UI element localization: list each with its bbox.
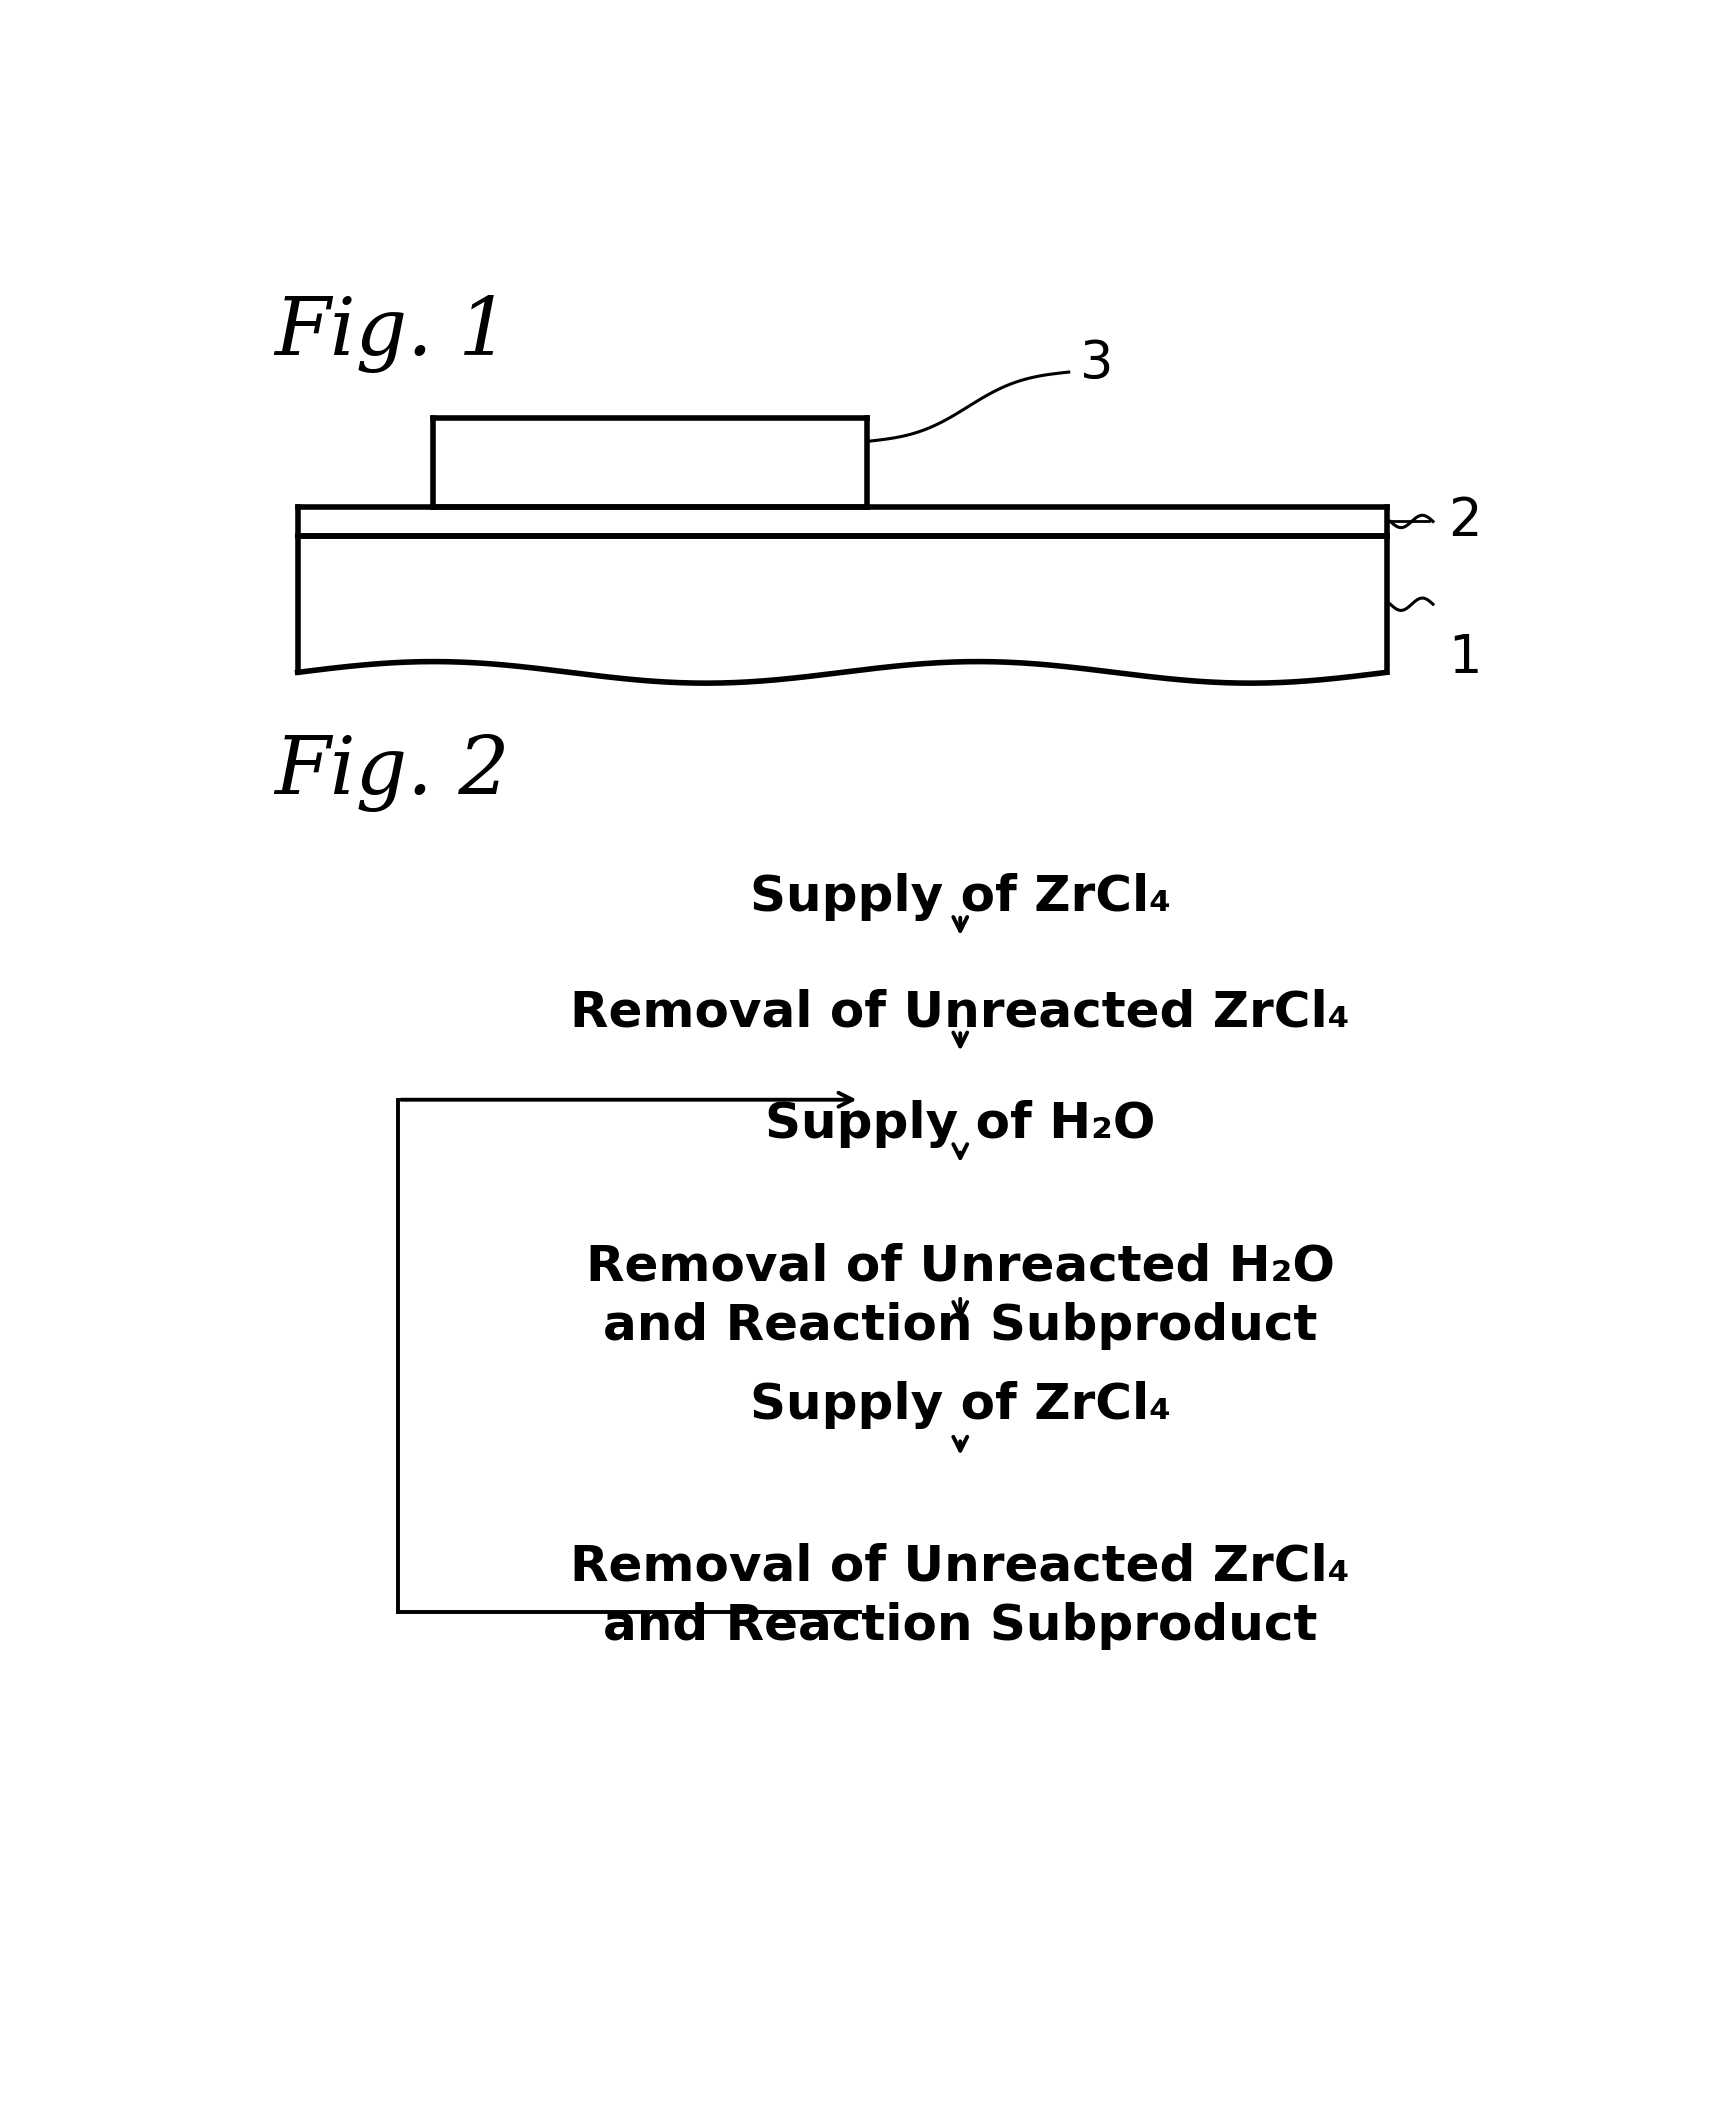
- Text: Supply of ZrCl₄: Supply of ZrCl₄: [749, 1382, 1171, 1428]
- Text: Supply of H₂O: Supply of H₂O: [765, 1099, 1156, 1148]
- Text: Removal of Unreacted H₂O
and Reaction Subproduct: Removal of Unreacted H₂O and Reaction Su…: [586, 1243, 1334, 1350]
- Text: Fig. 1: Fig. 1: [275, 295, 510, 373]
- Text: 3: 3: [1080, 339, 1114, 390]
- Text: 1: 1: [1448, 632, 1483, 684]
- Text: 2: 2: [1448, 495, 1483, 548]
- Text: Fig. 2: Fig. 2: [275, 735, 510, 813]
- Text: Supply of ZrCl₄: Supply of ZrCl₄: [749, 872, 1171, 920]
- Text: Removal of Unreacted ZrCl₄: Removal of Unreacted ZrCl₄: [571, 988, 1349, 1036]
- Text: Removal of Unreacted ZrCl₄
and Reaction Subproduct: Removal of Unreacted ZrCl₄ and Reaction …: [571, 1542, 1349, 1649]
